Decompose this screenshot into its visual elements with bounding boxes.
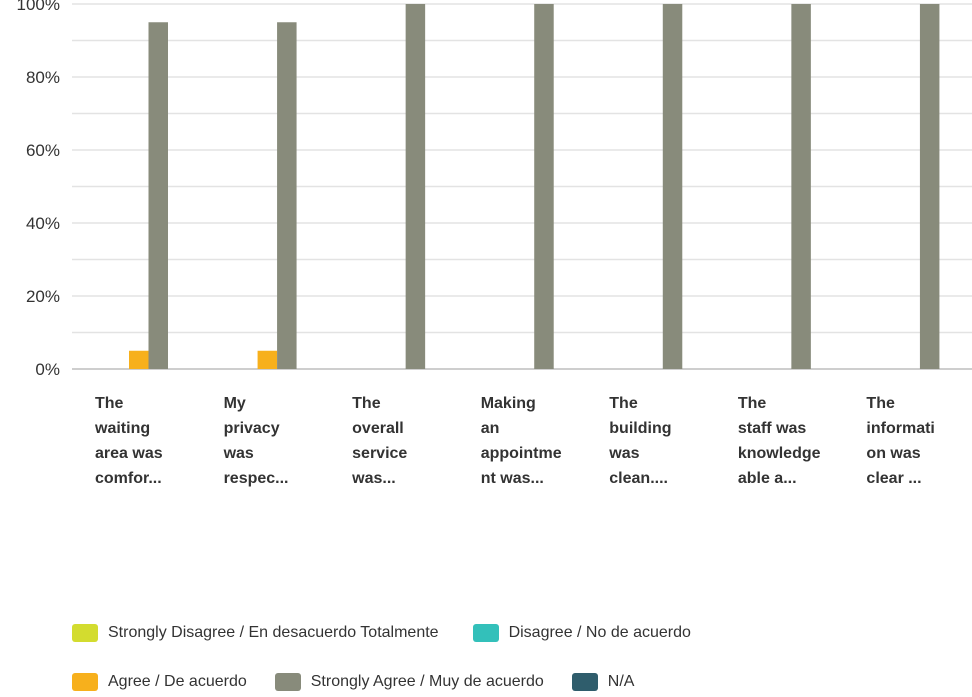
x-tick-label-line: building bbox=[609, 420, 672, 437]
legend-label: Strongly Disagree / En desacuerdo Totalm… bbox=[108, 624, 439, 641]
y-tick-label: 40% bbox=[26, 214, 60, 233]
legend-item-disagree: Disagree / No de acuerdo bbox=[472, 624, 691, 642]
y-tick-label: 20% bbox=[26, 287, 60, 306]
bar bbox=[129, 350, 149, 369]
legend-item-agree: Agree / De acuerdo bbox=[72, 673, 247, 691]
x-tick-label: The waiting area was comfor... bbox=[95, 391, 205, 491]
x-tick-label: Making an appointme nt was... bbox=[481, 391, 591, 491]
y-tick-label: 100% bbox=[17, 0, 60, 14]
x-tick-label-line: waiting bbox=[95, 420, 151, 437]
x-tick-label-line: area was bbox=[95, 445, 163, 462]
y-tick-label: 0% bbox=[35, 360, 60, 379]
y-axis-ticks: 0% 20% 40% 60% 80% 100% bbox=[17, 0, 60, 379]
x-tick-label-line: an bbox=[480, 420, 500, 437]
y-tick-label: 60% bbox=[26, 141, 60, 160]
x-tick-label: My privacy was respec... bbox=[224, 391, 334, 491]
legend-label: Disagree / No de acuerdo bbox=[508, 624, 691, 641]
x-tick-label: The informati on was clear ... bbox=[866, 391, 972, 491]
bar bbox=[277, 22, 297, 369]
x-tick-label-line: informati bbox=[866, 420, 935, 437]
legend-label: Agree / De acuerdo bbox=[108, 673, 247, 690]
gridlines bbox=[72, 3, 972, 370]
x-tick-label-line: was... bbox=[352, 470, 396, 487]
x-tick-label-line: clean.... bbox=[609, 470, 668, 487]
legend-swatch bbox=[274, 673, 301, 691]
x-tick-label-line: respec... bbox=[223, 470, 289, 487]
x-tick-label-line: service bbox=[352, 445, 408, 462]
legend-swatch bbox=[72, 624, 98, 642]
legend-item-na: N/A bbox=[571, 673, 635, 691]
bar bbox=[791, 4, 811, 369]
bar bbox=[405, 4, 426, 369]
legend-item-strongly-disagree: Strongly Disagree / En desacuerdo Totalm… bbox=[72, 624, 439, 642]
bar bbox=[534, 4, 554, 369]
x-tick-label-line: on was bbox=[866, 445, 921, 462]
x-tick-label-line: The bbox=[866, 395, 895, 412]
x-tick-label-line: The bbox=[737, 395, 767, 412]
legend-row-1: Strongly Disagree / En desacuerdo Totalm… bbox=[72, 624, 719, 642]
x-tick-label-line: privacy bbox=[223, 420, 280, 437]
x-tick-label-line: Making bbox=[480, 395, 536, 412]
x-tick-label: The staff was knowledge able a... bbox=[738, 391, 848, 491]
bars bbox=[129, 4, 940, 369]
x-tick-label-line: nt was... bbox=[480, 470, 544, 487]
legend-item-strongly-agree: Strongly Agree / Muy de acuerdo bbox=[274, 673, 544, 691]
bar bbox=[257, 350, 278, 369]
legend-swatch bbox=[72, 673, 98, 691]
x-tick-label: The building was clean.... bbox=[609, 391, 719, 491]
x-tick-label-line: was bbox=[223, 445, 254, 462]
x-tick-label-line: overall bbox=[352, 420, 404, 437]
legend-label: N/A bbox=[607, 673, 635, 690]
x-tick-label-line: comfor... bbox=[95, 470, 162, 487]
bar bbox=[662, 4, 683, 369]
bar bbox=[919, 4, 940, 369]
legend-label: Strongly Agree / Muy de acuerdo bbox=[310, 673, 544, 690]
x-tick-label-line: My bbox=[223, 395, 246, 412]
x-tick-label-line: The bbox=[95, 395, 124, 412]
x-tick-label-line: staff was bbox=[737, 420, 807, 437]
x-tick-label-line: clear ... bbox=[866, 470, 922, 487]
bar bbox=[148, 22, 168, 369]
legend-row-2: Agree / De acuerdo Strongly Agree / Muy … bbox=[72, 673, 662, 691]
x-tick-label-line: The bbox=[609, 395, 638, 412]
x-tick-label-line: was bbox=[609, 445, 640, 462]
x-tick-label-line: able a... bbox=[737, 470, 797, 487]
legend-swatch bbox=[472, 624, 499, 642]
x-tick-label-line: The bbox=[352, 395, 381, 412]
legend-swatch bbox=[571, 673, 598, 691]
x-tick-label-line: knowledge bbox=[737, 445, 821, 462]
x-tick-label: The overall service was... bbox=[352, 391, 462, 491]
x-tick-label-line: appointme bbox=[480, 445, 562, 462]
y-tick-label: 80% bbox=[26, 68, 60, 87]
